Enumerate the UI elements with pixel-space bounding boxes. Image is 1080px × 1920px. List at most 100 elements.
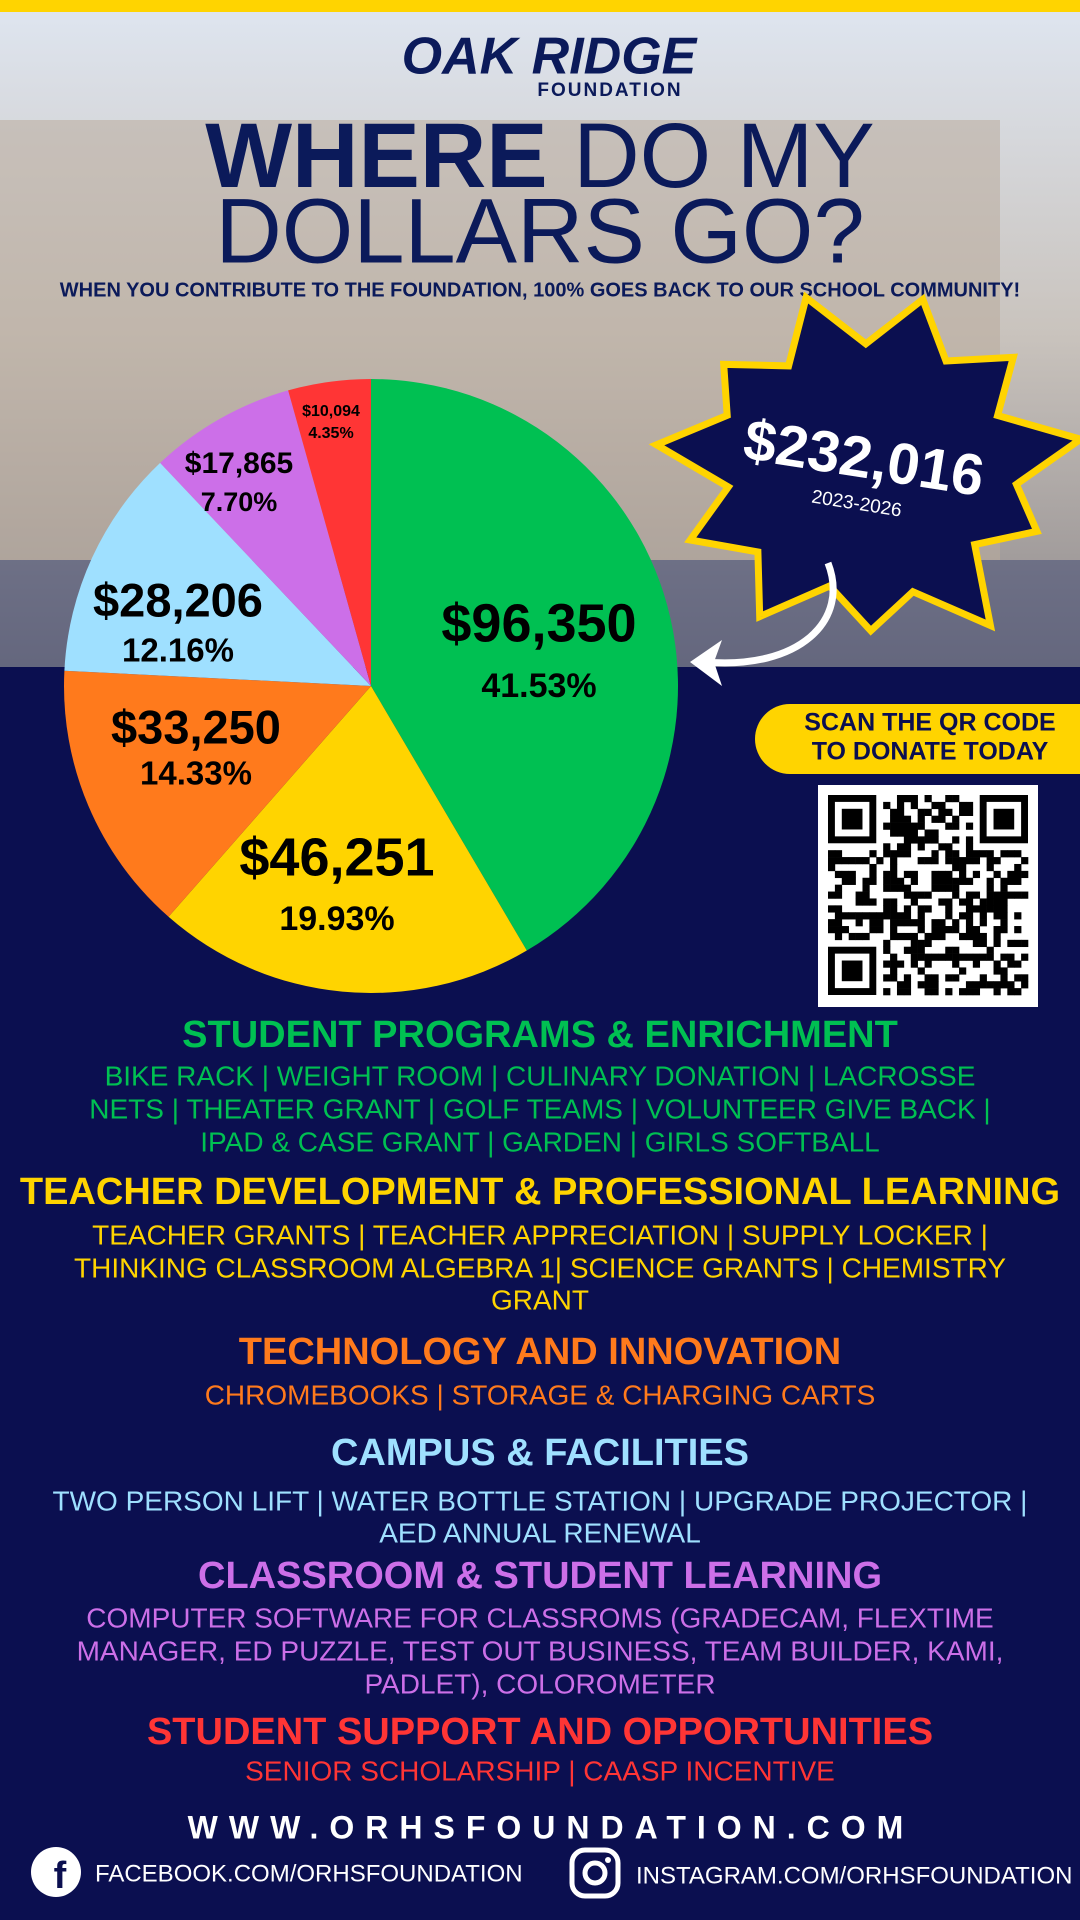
section-detail: TEACHER GRANTS | TEACHER APPRECIATION | … — [92, 1219, 988, 1250]
qr-cell — [828, 850, 836, 858]
qr-cell — [883, 974, 891, 982]
qr-code[interactable] — [828, 795, 1029, 996]
sections: STUDENT PROGRAMS & ENRICHMENT BIKE RACK |… — [20, 1014, 1060, 1786]
qr-cell — [972, 891, 981, 899]
section-detail: COMPUTER SOFTWARE FOR CLASSROMS (GRADECA… — [86, 1602, 993, 1633]
percent-label: 14.33% — [140, 755, 252, 792]
qr-cell — [896, 877, 905, 885]
qr-cell — [903, 932, 912, 941]
qr-cell — [903, 946, 912, 954]
arrow-head — [690, 640, 722, 686]
qr-cell — [828, 863, 836, 872]
section-heading: TEACHER DEVELOPMENT & PROFESSIONAL LEARN… — [20, 1171, 1060, 1213]
qr-cell — [1014, 877, 1022, 885]
qr-cell — [965, 953, 974, 961]
qr-cell — [848, 870, 856, 879]
qr-cell — [841, 877, 849, 885]
qr-cell — [917, 967, 925, 975]
qr-cell — [945, 905, 953, 913]
qr-cell — [828, 905, 836, 913]
qr-cell — [924, 939, 932, 948]
website[interactable]: WWW.ORHSFOUNDATION.COM — [188, 1809, 915, 1845]
qr-cell — [903, 822, 912, 830]
qr-cell — [896, 815, 905, 823]
qr-cell — [890, 912, 898, 920]
section-heading: CAMPUS & FACILITIES — [331, 1432, 749, 1474]
qr-cell — [869, 877, 877, 885]
pie-slice — [288, 379, 371, 686]
qr-cell — [931, 988, 939, 996]
section-detail: IPAD & CASE GRANT | GARDEN | GIRLS SOFTB… — [200, 1126, 879, 1157]
qr-cell — [952, 919, 960, 927]
qr-text: TO DONATE TODAY — [812, 738, 1049, 766]
qr-cell — [972, 960, 981, 968]
facebook-icon[interactable] — [31, 1847, 81, 1897]
qr-cell — [890, 877, 898, 885]
qr-cell — [862, 884, 870, 892]
qr-cell — [834, 857, 843, 865]
section-detail: SENIOR SCHOLARSHIP | CAASP INCENTIVE — [245, 1755, 835, 1786]
qr-cell — [903, 815, 912, 823]
qr-cell — [931, 857, 939, 865]
section-detail: NETS | THEATER GRANT | GOLF TEAMS | VOLU… — [89, 1093, 990, 1124]
qr-cell — [883, 870, 891, 879]
qr-cell — [952, 822, 960, 830]
qr-cell — [1021, 857, 1029, 865]
qr-cell — [965, 877, 974, 885]
pie-slice — [63, 670, 371, 917]
qr-cell — [917, 939, 925, 948]
qr-cell — [965, 850, 974, 858]
qr-cell — [931, 981, 939, 989]
qr-cell — [924, 857, 932, 865]
instagram-link[interactable]: INSTAGRAM.COM/ORHSFOUNDATION — [636, 1862, 1072, 1889]
qr-cell — [952, 850, 960, 858]
qr-cell — [965, 919, 974, 927]
qr-cell — [993, 905, 1001, 913]
qr-cell — [959, 808, 967, 816]
qr-cell — [834, 926, 843, 934]
percent-label: 7.70% — [201, 487, 278, 517]
qr-cell — [876, 857, 884, 865]
qr-cell — [869, 919, 877, 927]
qr-cell — [1000, 905, 1008, 913]
facebook-link[interactable]: FACEBOOK.COM/ORHSFOUNDATION — [95, 1860, 523, 1887]
qr-cell — [1021, 891, 1029, 899]
qr-cell — [903, 870, 912, 879]
qr-cell — [959, 857, 967, 865]
qr-cell — [917, 843, 925, 851]
qr-cell — [890, 967, 898, 975]
qr-cell — [834, 919, 843, 927]
section-heading: CLASSROOM & STUDENT LEARNING — [198, 1555, 882, 1597]
qr-cell — [924, 836, 932, 844]
qr-cell — [993, 988, 1001, 996]
qr-cell — [979, 919, 987, 927]
qr-cell — [890, 850, 898, 858]
qr-cell — [959, 932, 967, 941]
qr-cell — [848, 912, 856, 920]
qr-cell — [896, 822, 905, 830]
pie-slice — [168, 686, 527, 993]
qr-cell — [924, 974, 932, 982]
qr-cell — [910, 919, 918, 927]
value-label: $17,865 — [185, 447, 293, 480]
qr-cell — [862, 912, 870, 920]
qr-cell — [986, 898, 994, 906]
qr-cell — [938, 884, 946, 892]
qr-cell — [972, 981, 981, 989]
qr-cell — [945, 870, 953, 879]
qr-cell — [855, 919, 863, 927]
instagram-icon[interactable] — [569, 1847, 621, 1899]
qr-cell — [1014, 891, 1022, 899]
qr-cell — [945, 877, 953, 885]
value-label: $46,251 — [239, 827, 434, 887]
qr-cell — [965, 891, 974, 899]
qr-cell — [945, 857, 953, 865]
qr-cell — [965, 926, 974, 934]
qr-cell — [965, 808, 974, 816]
qr-cell — [917, 857, 925, 865]
qr-cell — [931, 815, 939, 823]
qr-cell — [903, 850, 912, 858]
qr-cell — [924, 905, 932, 913]
